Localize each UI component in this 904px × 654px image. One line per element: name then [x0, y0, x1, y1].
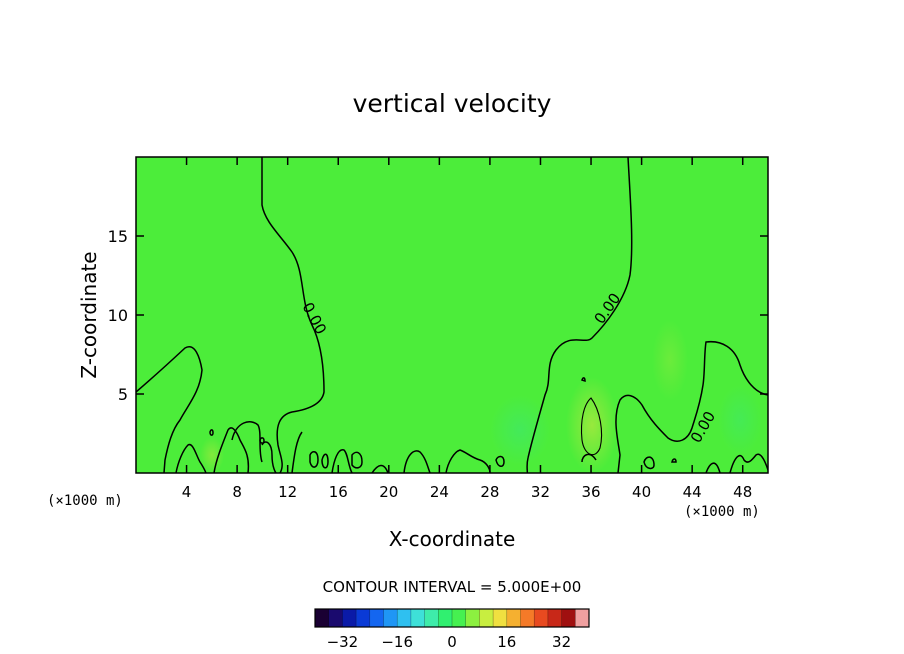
x-tick-label: 44	[683, 483, 702, 501]
x-tick-label: 24	[430, 483, 449, 501]
x-tick-label: 32	[531, 483, 550, 501]
contour-lines	[136, 157, 768, 473]
colorbar-cell	[575, 609, 590, 627]
field-background	[136, 157, 768, 473]
colorbar-tick-label: −32	[327, 633, 359, 651]
x-axis-label: X-coordinate	[389, 527, 516, 551]
x-tick-label: 40	[632, 483, 651, 501]
colorbar-tick-label: −16	[381, 633, 413, 651]
contour-zero-ridge-right	[615, 340, 768, 473]
contour-bottom-edge	[175, 421, 768, 473]
y-tick-label: 15	[108, 227, 128, 246]
contour-interval-text: CONTOUR INTERVAL = 5.000E+00	[323, 578, 582, 596]
colorbar-cell	[479, 609, 494, 627]
x-tick-label: 16	[329, 483, 348, 501]
colorbar-cell	[452, 609, 466, 627]
contour-zero-right	[526, 157, 633, 473]
x-unit-right: (×1000 m)	[684, 504, 760, 520]
colorbar-cell	[438, 609, 453, 627]
colorbar-cell	[356, 609, 371, 627]
x-axis-ticks: 4 8 12 16 20 24 28 32 36 40 44 48	[182, 157, 752, 501]
y-tick-label: 5	[118, 385, 128, 404]
colorbar-cell	[561, 609, 576, 627]
colorbar-cell	[342, 609, 357, 627]
colorbar-cell	[424, 609, 439, 627]
x-tick-label: 48	[733, 483, 752, 501]
x-tick-label: 4	[182, 483, 192, 501]
colorbar-cell	[547, 609, 562, 627]
colorbar-cells	[314, 609, 590, 627]
colorbar-cell	[315, 609, 329, 627]
x-tick-label: 36	[581, 483, 600, 501]
colorbar-cell	[465, 609, 480, 627]
colorbar-cell	[520, 609, 535, 627]
field-shading	[200, 320, 762, 473]
contour-zero-ridge-left	[136, 345, 203, 473]
colorbar-cell	[534, 609, 549, 627]
colorbar-cell	[369, 609, 384, 627]
colorbar-cell	[383, 609, 398, 627]
plot-area: 0.00 0.00 0.00 4 8 12 16 20 24 28 32 36 40 44 48 51…	[108, 156, 769, 501]
colorbar-cell	[493, 609, 508, 627]
colorbar-cell	[397, 609, 412, 627]
y-axis-ticks: 5 10 15	[108, 227, 768, 404]
colorbar-cell	[410, 609, 425, 627]
colorbar-tick-label: 32	[552, 633, 571, 651]
x-unit-left: (×1000 m)	[47, 493, 123, 509]
contour-small-features	[209, 377, 586, 444]
x-tick-label: 20	[379, 483, 398, 501]
x-tick-label: 28	[480, 483, 499, 501]
colorbar-labels: −32 −16 0 16 32	[327, 633, 572, 651]
chart-title: vertical velocity	[353, 89, 552, 118]
y-tick-label: 10	[108, 306, 128, 325]
colorbar-tick-label: 0	[447, 633, 457, 651]
x-tick-label: 8	[232, 483, 242, 501]
colorbar-cell	[506, 609, 521, 627]
colorbar-cell	[328, 609, 343, 627]
colorbar-tick-label: 16	[497, 633, 516, 651]
colorbar: −32 −16 0 16 32	[314, 608, 590, 651]
contour-zero-left	[261, 157, 325, 473]
x-tick-label: 12	[278, 483, 297, 501]
colorbar-frame	[314, 608, 590, 628]
y-axis-label: Z-coordinate	[77, 251, 101, 378]
